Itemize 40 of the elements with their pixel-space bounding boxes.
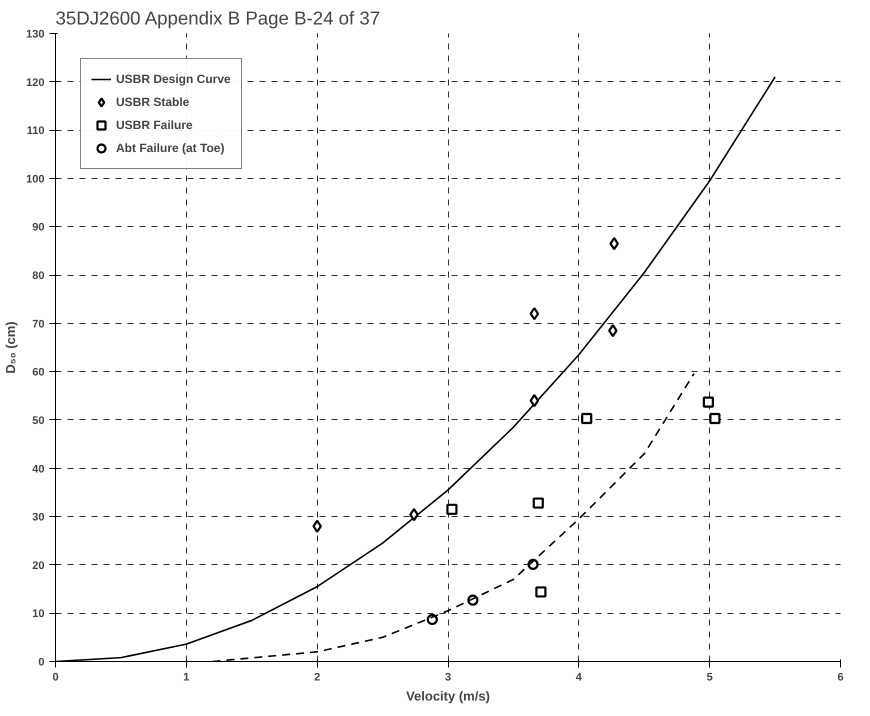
y-tick-label: 20 — [32, 560, 45, 572]
point — [409, 508, 419, 522]
point — [608, 324, 618, 338]
point — [530, 394, 540, 408]
x-tick-label: 1 — [183, 672, 190, 684]
y-tick-label: 30 — [32, 512, 45, 524]
y-tick-label: 70 — [32, 318, 45, 330]
x-tick-label: 0 — [52, 672, 59, 684]
x-tick-label: 5 — [706, 672, 713, 684]
point — [530, 307, 540, 320]
y-tick-label: 90 — [32, 222, 45, 234]
point — [532, 497, 544, 509]
y-tick-label: 50 — [32, 414, 45, 427]
x-tick-label: 4 — [576, 672, 583, 684]
point — [702, 396, 714, 408]
point — [709, 412, 720, 424]
text: 35DJ2600 Appendix B Page B-24 of 37 — [56, 8, 380, 28]
y-tick-label: 120 — [26, 76, 45, 89]
legend-label: USBR Failure — [116, 118, 193, 132]
y-tick-label: 80 — [32, 270, 45, 282]
point — [535, 586, 546, 598]
y-tick-label: 60 — [32, 366, 45, 379]
legend-label: USBR Design Curve — [116, 72, 231, 86]
point — [581, 412, 592, 424]
y-tick-label: 10 — [32, 608, 45, 620]
y-tick-label: 0 — [38, 656, 45, 668]
point — [312, 520, 322, 533]
x-tick-label: 6 — [837, 672, 844, 684]
x-axis-title: Velocity (m/s) — [406, 688, 490, 704]
point — [609, 237, 619, 250]
legend-label: Abt Failure (at Toe) — [116, 141, 224, 155]
y-tick-label: 100 — [26, 173, 45, 186]
x-tick-label: 3 — [444, 672, 452, 684]
y-axis-title: D₅₀ (cm) — [3, 321, 18, 374]
x-tick-label: 2 — [314, 672, 320, 684]
legend-label: USBR Stable — [116, 95, 190, 109]
y-tick-label: 130 — [26, 28, 45, 40]
y-tick-label: 40 — [32, 463, 45, 476]
y-tick-label: 110 — [26, 125, 45, 138]
point — [446, 504, 458, 515]
